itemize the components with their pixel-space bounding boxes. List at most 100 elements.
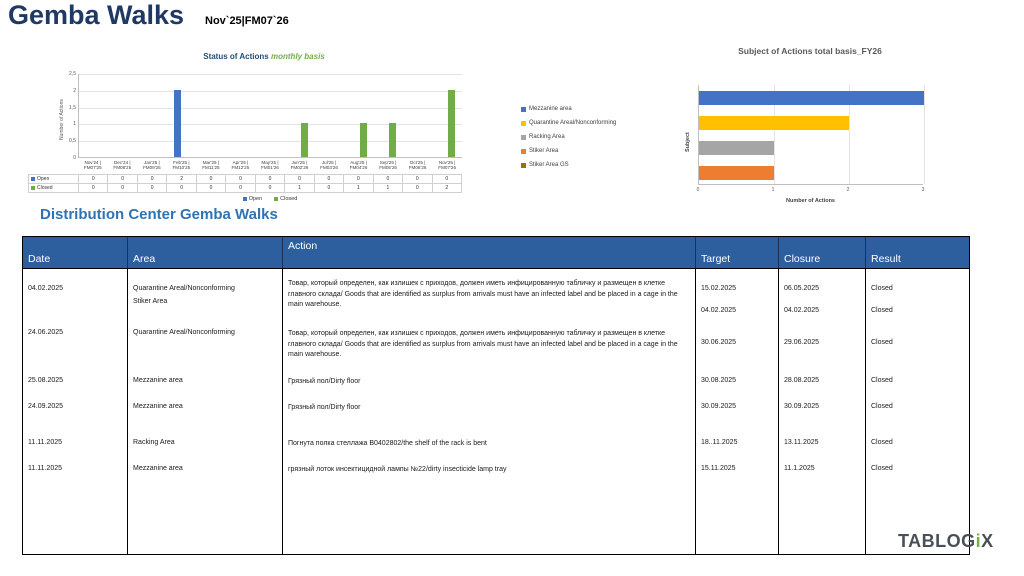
header-target: Target xyxy=(696,237,779,268)
date-value: 04.02.2025 xyxy=(28,285,64,292)
action-value: Грязный пол/Dirty floor xyxy=(288,378,361,385)
gridline xyxy=(774,85,775,184)
y-axis-tick-label: 2 xyxy=(73,87,76,94)
legend-item: Stiker Area xyxy=(521,148,616,154)
closed-bar xyxy=(389,123,397,157)
closure-cell: 28.08.2025 xyxy=(779,369,866,395)
action-value: Погнута полка стеллажа B0402802/the shel… xyxy=(288,440,487,447)
header-closure: Closure xyxy=(779,237,866,268)
x-axis-category-label: Oct'25 | FM06'26 xyxy=(408,160,427,171)
target-cell: 30.06.2025 xyxy=(696,321,779,369)
chart-data-table-value: 0 xyxy=(108,175,138,184)
chart-title-main: Status of Actions xyxy=(203,52,269,61)
legend-label: Closed xyxy=(280,196,298,202)
action-cell: Грязный пол/Dirty floor xyxy=(283,395,696,431)
legend-swatch xyxy=(521,120,526,126)
table-row: 11.11.2025 Mezzanine area грязный лоток ин… xyxy=(23,457,969,554)
date-cell: 04.02.2025 xyxy=(23,269,128,321)
table-row: 25.08.2025 Mezzanine area Грязный пол/Dirt… xyxy=(23,369,969,395)
date-value: 25.08.2025 xyxy=(28,377,64,384)
chart-data-table-value: 0 xyxy=(403,175,433,184)
area-value: Stiker Area xyxy=(133,298,168,305)
closed-bar xyxy=(300,123,308,157)
open-legend-swatch xyxy=(242,197,247,201)
x-axis-category-label: Nov'25 | FM07'26 xyxy=(438,160,456,171)
area-value: Mezzanine area xyxy=(133,465,183,472)
chart-data-table-value: 0 xyxy=(344,175,374,184)
logo-text-suffix: X xyxy=(981,531,994,551)
target-date: 15.02.2025 xyxy=(701,285,737,292)
x-axis-category-label: Feb'25 | FM10'25 xyxy=(172,160,191,171)
closure-date: 29.06.2025 xyxy=(784,339,820,346)
x-axis-category-label: Jan'25 | FM09'25 xyxy=(142,160,161,171)
chart-data-table-value: 0 xyxy=(373,175,404,184)
table-row: 11.11.2025 Racking Area Погнута полка стел… xyxy=(23,431,969,457)
logo-letter-i: i xyxy=(975,531,982,551)
area-value: Racking Area xyxy=(133,439,175,446)
header-result: Result xyxy=(866,237,969,268)
chart-title-suffix: monthly basis xyxy=(270,52,325,61)
date-value: 24.09.2025 xyxy=(28,403,64,410)
gridline xyxy=(79,74,462,75)
target-cell: 30.08.2025 xyxy=(696,369,779,395)
y-axis-tick-label: 2,5 xyxy=(69,71,76,77)
legend-item: Open xyxy=(242,196,263,202)
result-status: Closed xyxy=(871,377,893,384)
closure-date: 13.11.2025 xyxy=(784,439,819,446)
x-axis-category-label: Aug'25 | FM04'26 xyxy=(349,160,368,171)
chart-data-table-value: 0 xyxy=(137,184,168,193)
y-axis-tick-label: 1,5 xyxy=(69,104,76,111)
closed-series-swatch xyxy=(31,186,35,190)
x-axis-category-label: Jun'25 | FM02'26 xyxy=(290,160,309,171)
area-value: Quarantine Areal/Nonconforming xyxy=(133,329,235,336)
logo-text-prefix: TABLOG xyxy=(898,531,976,551)
target-date: 30.09.2025 xyxy=(701,403,737,410)
area-value: Mezzanine area xyxy=(133,403,183,410)
closure-cell: 06.05.2025 04.02.2025 xyxy=(779,269,866,321)
chart-data-table-value: 0 xyxy=(255,175,286,184)
status-of-actions-chart: Status of Actions monthly basis Number o… xyxy=(28,48,470,208)
x-axis-tick-label: 1 xyxy=(771,187,775,193)
chart-title: Subject of Actions total basis_FY26 xyxy=(738,46,882,56)
date-value: 24.06.2025 xyxy=(28,329,64,336)
action-cell: грязный лоток инсектицидной лампы №22/di… xyxy=(283,457,696,554)
gemba-walks-table: Date Area Action Target Closure Result 0… xyxy=(22,236,970,555)
x-axis-category-label: Jul'25 | FM03'26 xyxy=(320,160,338,171)
action-cell: Грязный пол/Dirty floor xyxy=(283,369,696,395)
area-value: Mezzanine area xyxy=(133,377,183,384)
result-status: Closed xyxy=(871,285,893,292)
chart-data-table-value: 0 xyxy=(196,175,227,184)
tablogix-logo: TABLOGiX xyxy=(898,531,994,552)
chart-data-table-value: 0 xyxy=(255,184,286,193)
chart-data-table-value: 2 xyxy=(167,175,197,184)
target-date: 15.11.2025 xyxy=(701,465,736,472)
chart-data-table-value: 0 xyxy=(196,184,227,193)
action-cell: Товар, который определен, как излишек с … xyxy=(283,269,696,321)
chart-data-table-value: 0 xyxy=(432,175,462,184)
chart-data-table-value: 0 xyxy=(403,184,433,193)
target-date: 30.06.2025 xyxy=(701,339,737,346)
series-name: Closed xyxy=(37,184,53,191)
legend-label: Open xyxy=(248,196,263,202)
result-status: Closed xyxy=(871,403,893,410)
legend-item: Mezzanine area xyxy=(521,106,616,112)
table-row: 24.09.2025 Mezzanine area Грязный пол/Dirt… xyxy=(23,395,969,431)
table-row: 24.06.2025 Quarantine Areal/Nonconforming… xyxy=(23,321,969,369)
closure-cell: 13.11.2025 xyxy=(779,431,866,457)
area-value: Quarantine Areal/Nonconforming xyxy=(133,285,235,292)
action-cell: Погнута полка стеллажа B0402802/the shel… xyxy=(283,431,696,457)
x-axis-tick-label: 2 xyxy=(846,187,850,193)
target-date: 04.02.2025 xyxy=(701,307,737,314)
closure-date: 11.1.2025 xyxy=(784,465,815,472)
legend-swatch xyxy=(521,162,526,168)
series-name: Open xyxy=(37,175,50,182)
open-bar xyxy=(174,89,182,157)
x-axis-tick-label: 0 xyxy=(696,187,700,193)
header-date: Date xyxy=(23,237,128,268)
closure-date: 28.08.2025 xyxy=(784,377,820,384)
legend-label: Mezzanine area xyxy=(529,106,572,112)
gridline xyxy=(79,90,462,92)
header-area: Area xyxy=(128,237,283,268)
closed-bar xyxy=(359,123,367,157)
